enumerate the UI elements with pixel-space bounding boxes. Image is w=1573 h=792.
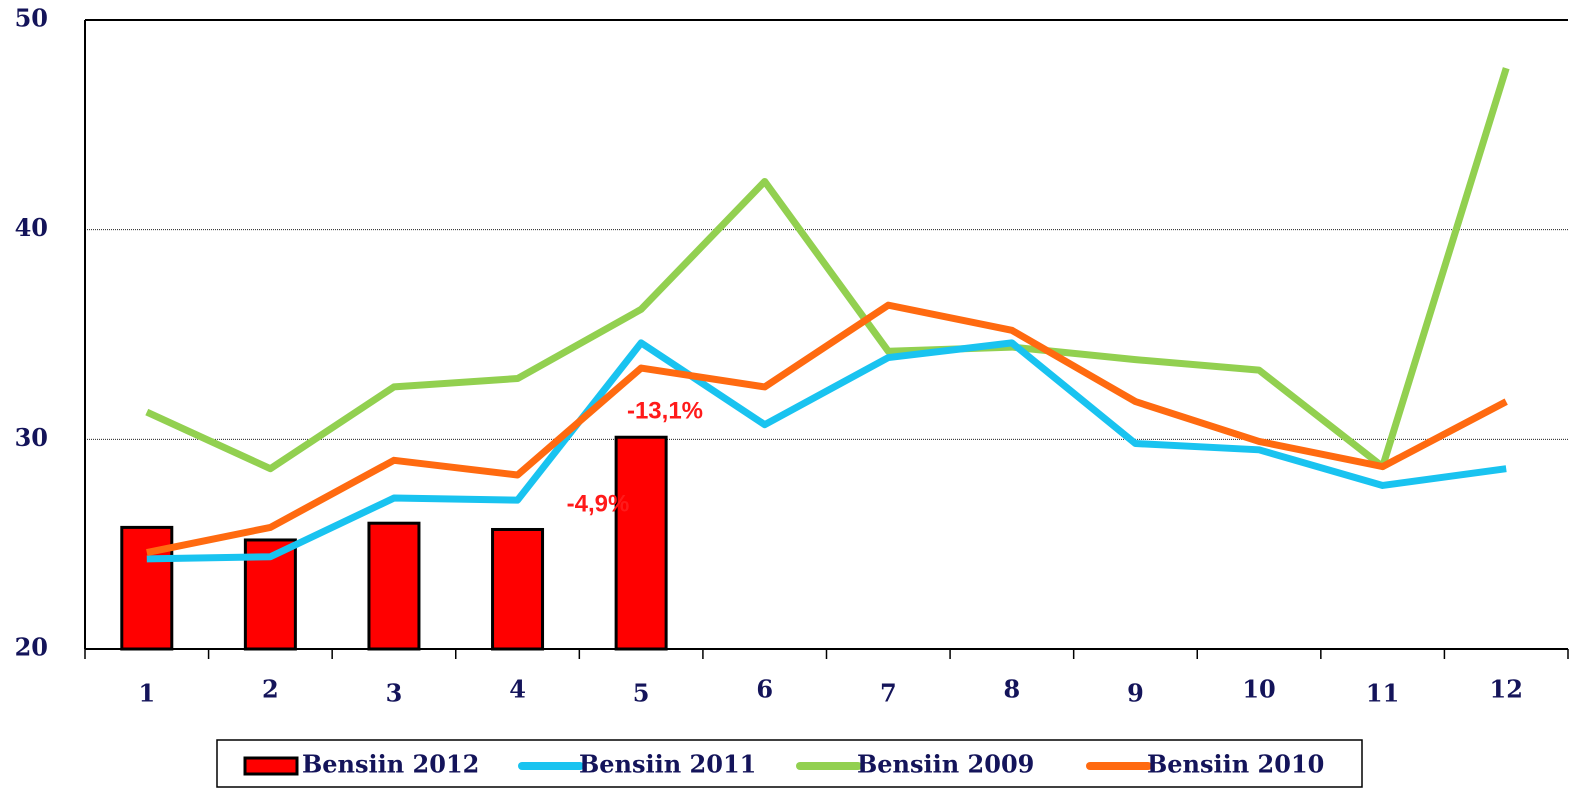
legend-label: Bensiin 2010 xyxy=(1147,750,1324,779)
annotation: -4,9% xyxy=(567,490,630,517)
x-tick-label: 6 xyxy=(756,675,773,704)
annotation: -13,1% xyxy=(627,397,703,424)
bar xyxy=(614,435,668,651)
x-tick-label: 8 xyxy=(1004,675,1021,704)
legend-label: Bensiin 2012 xyxy=(302,750,479,779)
legend-box xyxy=(216,739,1363,788)
legend-label: Bensiin 2011 xyxy=(579,750,756,779)
line xyxy=(146,339,1507,563)
x-tick-label: 12 xyxy=(1490,675,1523,704)
y-tick-label: 50 xyxy=(15,4,48,33)
x-tick-label: 2 xyxy=(262,675,279,704)
bar xyxy=(491,527,545,651)
x-tick-label: 7 xyxy=(880,679,897,708)
line xyxy=(145,67,1510,473)
bar xyxy=(367,521,421,651)
line xyxy=(146,301,1508,556)
x-tick-label: 4 xyxy=(509,675,526,704)
x-tick-label: 1 xyxy=(138,679,155,708)
y-tick-label: 30 xyxy=(15,423,48,452)
x-tick-label: 10 xyxy=(1242,675,1275,704)
legend-label: Bensiin 2009 xyxy=(857,750,1034,779)
y-tick-label: 20 xyxy=(15,633,48,662)
x-tick-label: 9 xyxy=(1127,679,1144,708)
legend-swatch xyxy=(243,756,299,776)
y-tick-label: 40 xyxy=(15,213,48,242)
x-tick-label: 3 xyxy=(386,679,403,708)
x-tick-label: 5 xyxy=(633,679,650,708)
x-tick-label: 11 xyxy=(1366,679,1399,708)
